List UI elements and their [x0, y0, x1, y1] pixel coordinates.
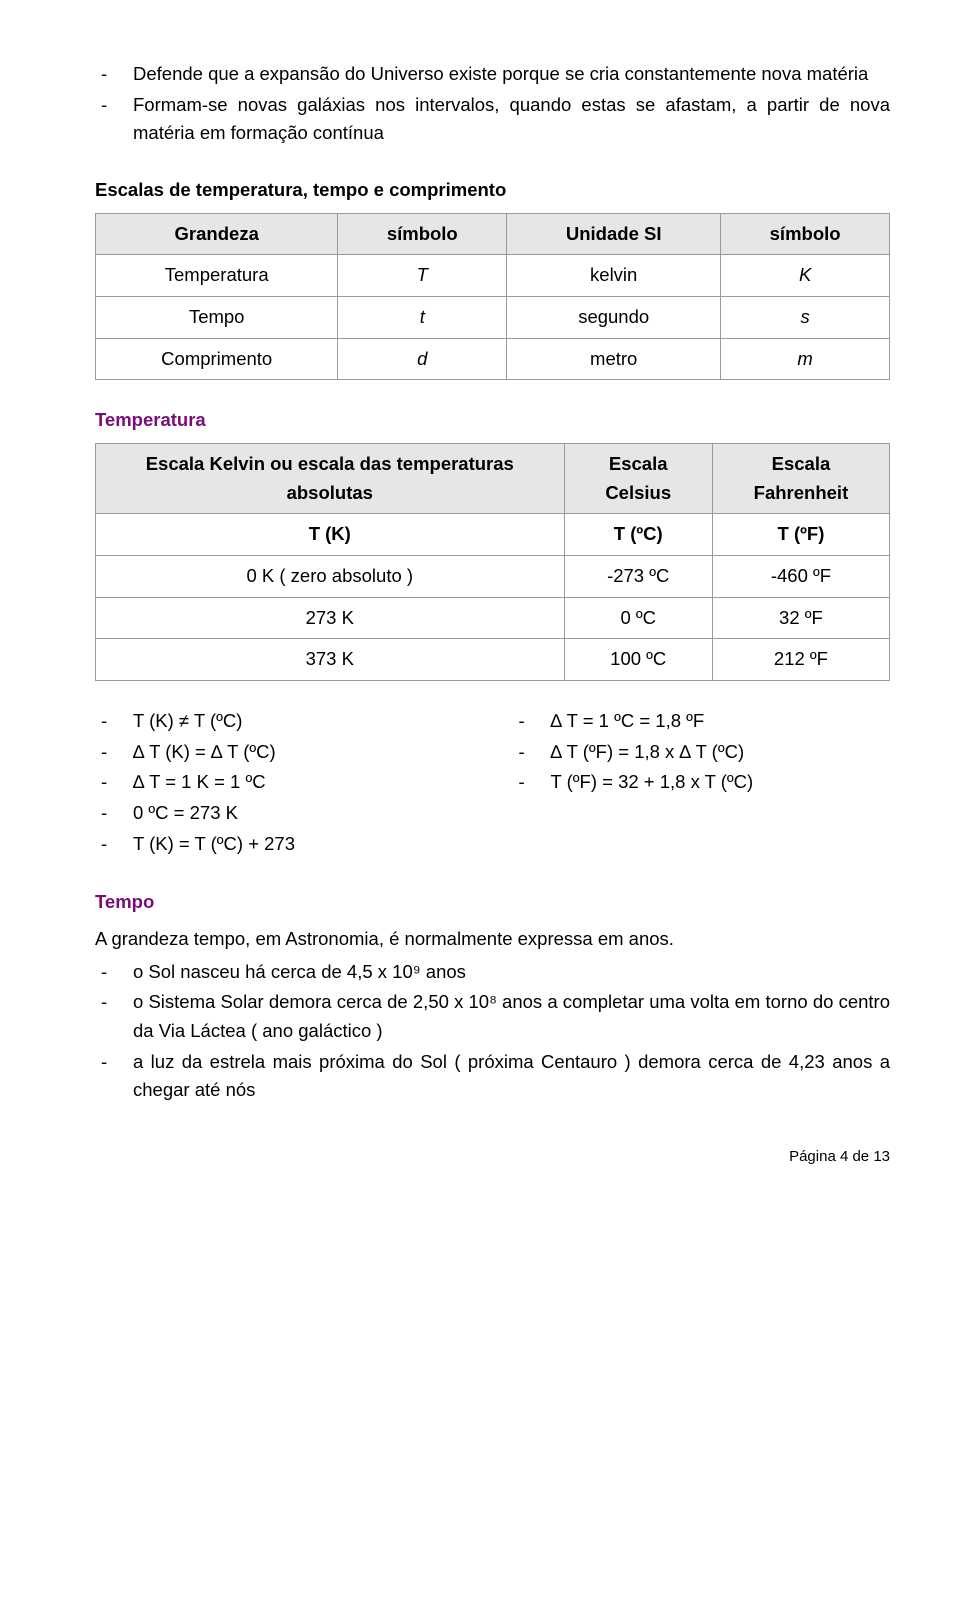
table-cell: d — [338, 338, 507, 380]
bullet-text: o Sol nasceu há cerca de 4,5 x 10⁹ anos — [133, 958, 890, 987]
dash-icon: - — [95, 799, 133, 828]
table-subheader: T (ºF) — [712, 514, 889, 556]
table-cell: -460 ºF — [712, 556, 889, 598]
table-cell: t — [338, 297, 507, 339]
tempo-intro-text: A grandeza tempo, em Astronomia, é norma… — [95, 925, 890, 954]
page-footer: Página 4 de 13 — [95, 1145, 890, 1168]
table-row: Tempo t segundo s — [96, 297, 890, 339]
dash-icon: - — [95, 830, 133, 859]
tempo-bullets: - o Sol nasceu há cerca de 4,5 x 10⁹ ano… — [95, 958, 890, 1105]
formula-item: -T (K) = T (ºC) + 273 — [95, 830, 473, 859]
bullet-text: o Sistema Solar demora cerca de 2,50 x 1… — [133, 988, 890, 1045]
table-row: 273 K 0 ºC 32 ºF — [96, 597, 890, 639]
bullet-item: - Formam-se novas galáxias nos intervalo… — [95, 91, 890, 148]
bullet-text: Formam-se novas galáxias nos intervalos,… — [133, 91, 890, 148]
table-cell: 373 K — [96, 639, 565, 681]
dash-icon: - — [95, 91, 133, 148]
table-row: 0 K ( zero absoluto ) -273 ºC -460 ºF — [96, 556, 890, 598]
table-cell: kelvin — [507, 255, 721, 297]
dash-icon: - — [513, 768, 551, 797]
table-subheader: T (ºC) — [564, 514, 712, 556]
section-title-escalas: Escalas de temperatura, tempo e comprime… — [95, 176, 890, 205]
table-row: 373 K 100 ºC 212 ºF — [96, 639, 890, 681]
formula-text: ∆ T (ºF) = 1,8 x ∆ T (ºC) — [551, 738, 891, 767]
formula-text: ∆ T (K) = ∆ T (ºC) — [133, 738, 473, 767]
table-header: Escala Kelvin ou escala das temperaturas… — [96, 444, 565, 514]
formula-item: -∆ T (ºF) = 1,8 x ∆ T (ºC) — [513, 738, 891, 767]
formulas-left-column: -T (K) ≠ T (ºC) -∆ T (K) = ∆ T (ºC) -∆ T… — [95, 707, 473, 860]
bullet-text: a luz da estrela mais próxima do Sol ( p… — [133, 1048, 890, 1105]
dash-icon: - — [95, 738, 133, 767]
dash-icon: - — [95, 707, 133, 736]
formula-item: -T (K) ≠ T (ºC) — [95, 707, 473, 736]
formula-text: 0 ºC = 273 K — [133, 799, 473, 828]
table-row: Temperatura T kelvin K — [96, 255, 890, 297]
tempo-heading: Tempo — [95, 888, 890, 917]
dash-icon: - — [95, 1048, 133, 1105]
intro-bullets: - Defende que a expansão do Universo exi… — [95, 60, 890, 148]
bullet-item: - o Sistema Solar demora cerca de 2,50 x… — [95, 988, 890, 1045]
table-header: Escala Fahrenheit — [712, 444, 889, 514]
bullet-item: - Defende que a expansão do Universo exi… — [95, 60, 890, 89]
formula-item: -∆ T = 1 ºC = 1,8 ºF — [513, 707, 891, 736]
table-header: Unidade SI — [507, 213, 721, 255]
table-cell: T — [338, 255, 507, 297]
table-cell: 0 K ( zero absoluto ) — [96, 556, 565, 598]
table-header: Escala Celsius — [564, 444, 712, 514]
table-cell: -273 ºC — [564, 556, 712, 598]
dash-icon: - — [513, 707, 551, 736]
formulas-columns: -T (K) ≠ T (ºC) -∆ T (K) = ∆ T (ºC) -∆ T… — [95, 707, 890, 860]
formula-item: -∆ T (K) = ∆ T (ºC) — [95, 738, 473, 767]
table-cell: K — [721, 255, 890, 297]
table-cell: 100 ºC — [564, 639, 712, 681]
formulas-right-column: -∆ T = 1 ºC = 1,8 ºF -∆ T (ºF) = 1,8 x ∆… — [513, 707, 891, 860]
bullet-item: - a luz da estrela mais próxima do Sol (… — [95, 1048, 890, 1105]
table-header: Grandeza — [96, 213, 338, 255]
table-cell: s — [721, 297, 890, 339]
dash-icon: - — [95, 988, 133, 1045]
table-cell: 32 ºF — [712, 597, 889, 639]
formula-item: -T (ºF) = 32 + 1,8 x T (ºC) — [513, 768, 891, 797]
table-cell: Tempo — [96, 297, 338, 339]
table-cell: 0 ºC — [564, 597, 712, 639]
temperatura-heading: Temperatura — [95, 406, 890, 435]
table-cell: 212 ºF — [712, 639, 889, 681]
dash-icon: - — [95, 768, 133, 797]
table-subheader: T (K) — [96, 514, 565, 556]
formula-item: -0 ºC = 273 K — [95, 799, 473, 828]
formula-text: T (K) ≠ T (ºC) — [133, 707, 473, 736]
table-cell: Temperatura — [96, 255, 338, 297]
formula-text: ∆ T = 1 K = 1 ºC — [133, 768, 473, 797]
table-cell: 273 K — [96, 597, 565, 639]
formula-text: ∆ T = 1 ºC = 1,8 ºF — [551, 707, 891, 736]
table-cell: metro — [507, 338, 721, 380]
dash-icon: - — [513, 738, 551, 767]
table-cell: Comprimento — [96, 338, 338, 380]
table-cell: segundo — [507, 297, 721, 339]
formula-item: -∆ T = 1 K = 1 ºC — [95, 768, 473, 797]
dash-icon: - — [95, 958, 133, 987]
si-units-table: Grandeza símbolo Unidade SI símbolo Temp… — [95, 213, 890, 381]
formula-text: T (K) = T (ºC) + 273 — [133, 830, 473, 859]
bullet-item: - o Sol nasceu há cerca de 4,5 x 10⁹ ano… — [95, 958, 890, 987]
formula-text: T (ºF) = 32 + 1,8 x T (ºC) — [551, 768, 891, 797]
table-row: Comprimento d metro m — [96, 338, 890, 380]
bullet-text: Defende que a expansão do Universo exist… — [133, 60, 890, 89]
table-cell: m — [721, 338, 890, 380]
table-header: símbolo — [338, 213, 507, 255]
temperature-scales-table: Escala Kelvin ou escala das temperaturas… — [95, 443, 890, 681]
table-header: símbolo — [721, 213, 890, 255]
dash-icon: - — [95, 60, 133, 89]
